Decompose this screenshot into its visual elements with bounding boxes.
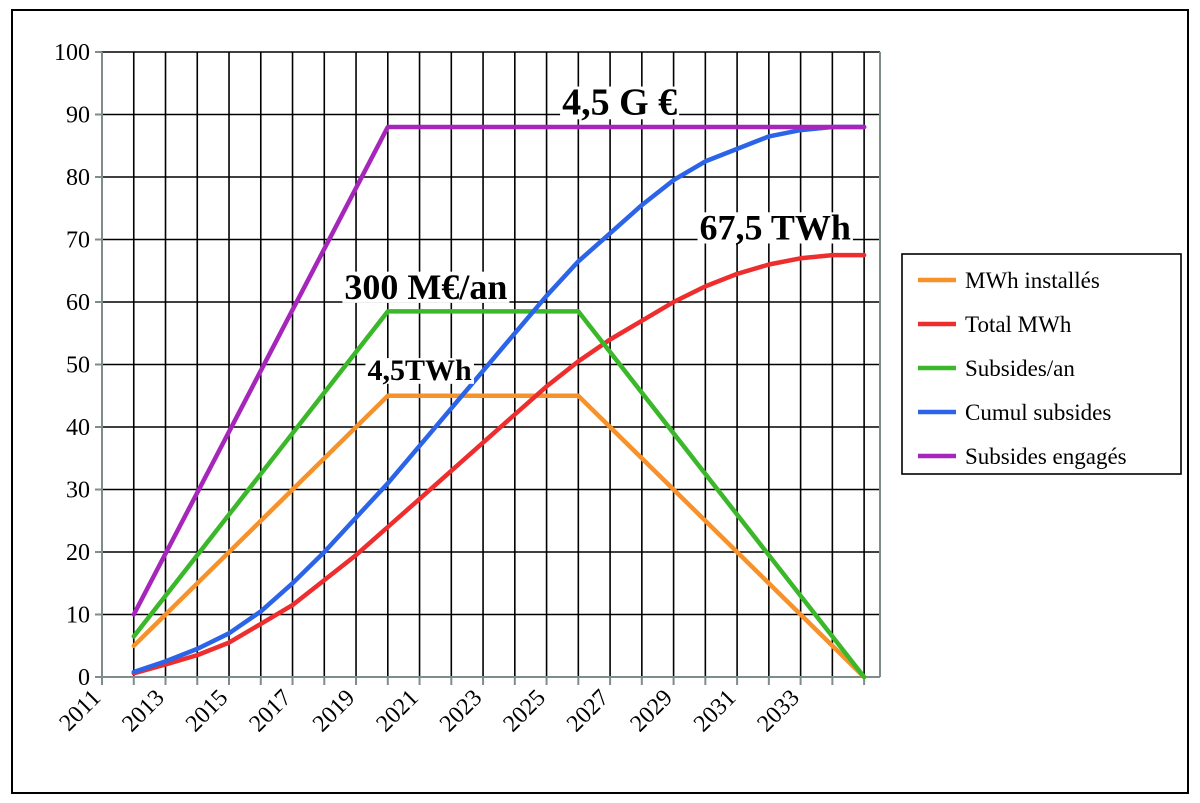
annotation: 300 M€/an <box>342 267 510 307</box>
series <box>131 124 867 680</box>
legend-box <box>901 253 1182 475</box>
series-line <box>131 124 867 617</box>
y-tick-label: 70 <box>66 228 90 254</box>
annotation: 4,5TWh <box>365 354 474 387</box>
y-tick-label: 30 <box>66 478 90 504</box>
annotation-background <box>365 358 474 384</box>
legend-label: Subsides/an <box>965 356 1075 381</box>
legend-label: MWh installés <box>965 268 1100 293</box>
y-tick-label: 100 <box>54 40 90 66</box>
annotation: 67,5 TWh <box>697 208 853 248</box>
annotation-text: 4,5 G € <box>562 82 677 124</box>
series-line <box>131 252 867 676</box>
y-tick-label: 60 <box>66 290 90 316</box>
annotation-text: 67,5 TWh <box>700 208 851 248</box>
legend-item: Total MWh <box>918 312 1072 337</box>
legend-item: Cumul subsides <box>918 400 1111 425</box>
annotation: 4,5 G € <box>560 82 680 124</box>
legend-label: Subsides engagés <box>965 444 1127 469</box>
legend-item: Subsides engagés <box>918 444 1127 469</box>
series-line <box>131 309 867 680</box>
annotations: 4,5 G € 67,5 TWh 300 M€/an 4,5TWh <box>342 82 853 387</box>
y-tick-label: 10 <box>66 603 90 629</box>
annotation-background <box>697 212 853 244</box>
annotation-background <box>342 271 510 303</box>
y-tick-label: 50 <box>66 353 90 379</box>
y-tick-label: 20 <box>66 540 90 566</box>
y-tick-label: 80 <box>66 165 90 191</box>
y-tick-label: 0 <box>78 665 90 691</box>
legend-item: Subsides/an <box>918 356 1075 381</box>
legend: MWh installés Total MWh Subsides/an Cumul s… <box>901 253 1182 475</box>
annotation-text: 300 M€/an <box>344 267 507 307</box>
series-line <box>131 124 867 675</box>
legend-item: MWh installés <box>918 268 1100 293</box>
series-line <box>131 393 867 680</box>
legend-label: Total MWh <box>965 312 1072 337</box>
y-tick-label: 40 <box>66 415 90 441</box>
y-tick-label: 90 <box>66 103 90 129</box>
annotation-text: 4,5TWh <box>367 354 472 387</box>
legend-label: Cumul subsides <box>965 400 1111 425</box>
annotation-background <box>560 86 680 120</box>
